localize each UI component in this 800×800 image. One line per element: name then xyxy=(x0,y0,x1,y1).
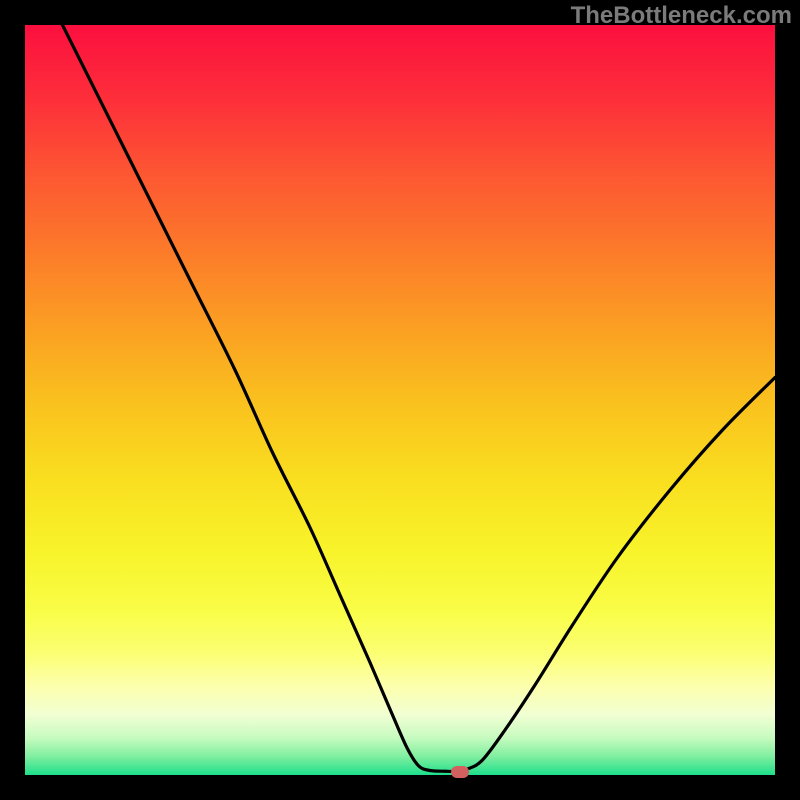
gradient-background xyxy=(25,25,775,775)
watermark-text: TheBottleneck.com xyxy=(571,2,792,30)
optimal-point-marker xyxy=(451,766,469,778)
chart-frame: TheBottleneck.com xyxy=(0,0,800,800)
plot-area xyxy=(25,25,775,775)
